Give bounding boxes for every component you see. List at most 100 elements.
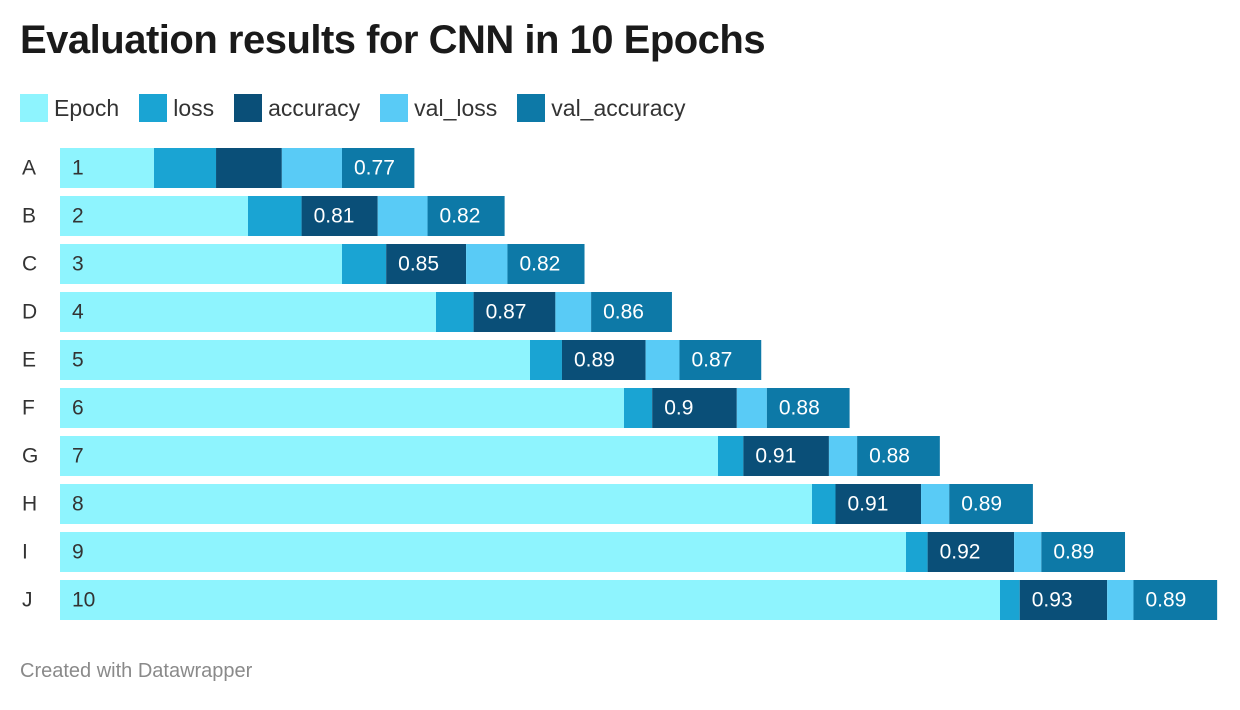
bar-segment-accuracy <box>473 292 556 332</box>
data-label: 6 <box>72 397 84 420</box>
category-label: J <box>22 589 33 612</box>
data-label: 0.87 <box>691 349 732 372</box>
data-label: 0.88 <box>779 397 820 420</box>
legend-label: accuracy <box>268 94 361 121</box>
bar-segment-accuracy <box>301 196 378 236</box>
category-label: C <box>22 253 37 276</box>
legend-swatch <box>139 94 168 122</box>
bar-segment-val-accuracy <box>1041 532 1126 572</box>
bar-segment-accuracy <box>386 244 467 284</box>
bar-segment-val-accuracy <box>507 244 585 284</box>
bar-segment-loss <box>530 340 562 380</box>
legend-item-val-loss: val_loss <box>380 94 497 122</box>
data-label: 0.89 <box>1053 541 1094 564</box>
bar-segment-val-loss <box>645 340 680 380</box>
bar-segment-epoch <box>60 148 154 188</box>
bar-segment-val-loss <box>1107 580 1134 620</box>
bar-segment-epoch <box>60 196 248 236</box>
legend-item-accuracy: accuracy <box>234 94 360 122</box>
bar-segment-val-accuracy <box>679 340 762 380</box>
bar-segment-val-loss <box>1014 532 1042 572</box>
legend-item-epoch: Epoch <box>20 94 119 122</box>
data-label: 4 <box>72 301 84 324</box>
category-label: E <box>22 349 36 372</box>
legend-swatch <box>20 94 48 122</box>
data-label: 0.89 <box>574 349 615 372</box>
legend-swatch <box>380 94 409 122</box>
bar-segment-epoch <box>60 292 436 332</box>
bar-segment-accuracy <box>1019 580 1108 620</box>
category-label: G <box>22 445 38 468</box>
bar-segment-accuracy <box>835 484 922 524</box>
bar-segment-val-accuracy <box>342 148 415 188</box>
data-label: 9 <box>72 541 84 564</box>
category-label: A <box>22 157 36 180</box>
legend-item-val-accuracy: val_accuracy <box>517 94 686 122</box>
data-label: 0.92 <box>940 541 981 564</box>
legend: Epoch loss accuracy val_loss val_accuracy <box>20 92 706 124</box>
bar-segment-val-loss <box>828 436 858 476</box>
bar-segment-val-accuracy <box>949 484 1033 524</box>
bar-segment-epoch <box>60 436 718 476</box>
legend-swatch <box>234 94 263 122</box>
data-label: 7 <box>72 445 84 468</box>
bar-segment-val-accuracy <box>857 436 940 476</box>
legend-label: loss <box>173 94 215 121</box>
data-label: 0.85 <box>398 253 439 276</box>
legend-label: val_accuracy <box>551 94 686 121</box>
bar-segment-val-loss <box>555 292 592 332</box>
bar-segment-loss <box>906 532 928 572</box>
bar-segment-val-accuracy <box>591 292 672 332</box>
data-label: 2 <box>72 205 84 228</box>
bar-segment-loss <box>248 196 302 236</box>
bar-segment-loss <box>342 244 387 284</box>
bar-segment-loss <box>154 148 217 188</box>
bar-segment-val-loss <box>736 388 767 428</box>
data-label: 10 <box>72 589 95 612</box>
data-label: 0.82 <box>519 253 560 276</box>
bar-segment-val-accuracy <box>427 196 505 236</box>
category-label: F <box>22 397 35 420</box>
bar-segment-accuracy <box>216 148 282 188</box>
bar-segment-loss <box>718 436 744 476</box>
bar-segment-loss <box>1000 580 1020 620</box>
data-label: 0.89 <box>961 493 1002 516</box>
legend-label: val_loss <box>414 94 498 121</box>
data-label: 0.81 <box>314 205 355 228</box>
data-label: 0.77 <box>354 157 395 180</box>
stacked-bar-chart: A 1 0.77 B 2 0.81 0.82 C 3 0.85 0.82 D 4 0.87 0.86 E 5 0.… <box>22 148 1218 620</box>
bar-segment-val-loss <box>921 484 950 524</box>
bar-segment-val-loss <box>281 148 342 188</box>
data-label: 0.91 <box>848 493 889 516</box>
category-label: H <box>22 493 37 516</box>
bar-segment-val-accuracy <box>1133 580 1218 620</box>
data-label: 0.9 <box>664 397 693 420</box>
data-label: 0.89 <box>1145 589 1186 612</box>
data-label: 0.88 <box>869 445 910 468</box>
footer-credit: Created with Datawrapper <box>20 660 253 682</box>
data-label: 0.82 <box>440 205 481 228</box>
category-label: B <box>22 205 36 228</box>
bar-segment-epoch <box>60 532 906 572</box>
legend-swatch <box>517 94 546 122</box>
bar-segment-epoch <box>60 388 624 428</box>
data-label: 8 <box>72 493 84 516</box>
category-label: D <box>22 301 37 324</box>
category-label: I <box>22 541 28 564</box>
data-label: 0.86 <box>603 301 644 324</box>
bar-segment-accuracy <box>743 436 829 476</box>
bar-segment-loss <box>812 484 836 524</box>
data-label: 0.91 <box>755 445 796 468</box>
bar-segment-epoch <box>60 340 530 380</box>
bar-segment-loss <box>436 292 474 332</box>
bar-segment-val-loss <box>466 244 508 284</box>
data-label: 0.93 <box>1032 589 1073 612</box>
bar-segment-epoch <box>60 580 1000 620</box>
data-label: 5 <box>72 349 84 372</box>
bar-segment-val-accuracy <box>766 388 850 428</box>
bar-segment-epoch <box>60 244 342 284</box>
chart-title: Evaluation results for CNN in 10 Epochs <box>20 18 766 62</box>
bar-segment-accuracy <box>652 388 737 428</box>
bar-segment-epoch <box>60 484 812 524</box>
data-label: 3 <box>72 253 84 276</box>
